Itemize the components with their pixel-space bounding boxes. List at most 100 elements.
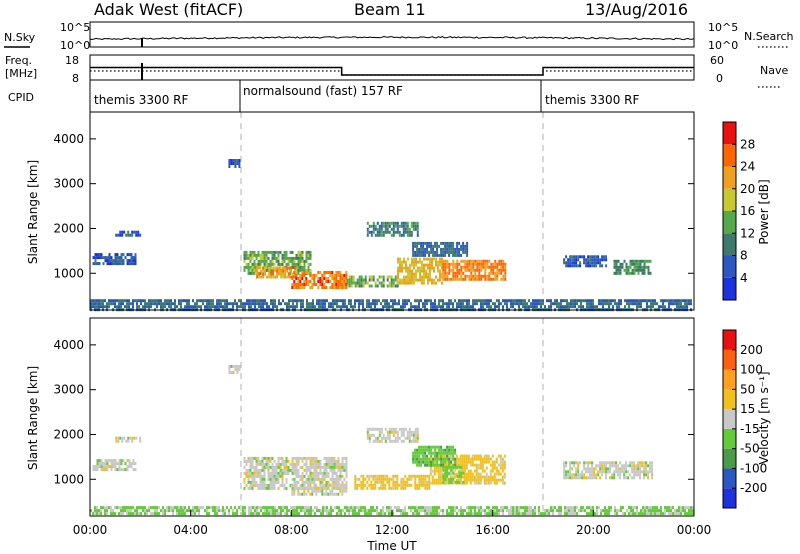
heatmap-cell [368,512,370,516]
heatmap-cell [301,253,304,257]
heatmap-cell [619,473,622,477]
heatmap-cell [254,506,256,510]
heatmap-cell [271,256,274,260]
heatmap-cell [386,430,389,434]
heatmap-cell [100,299,102,303]
heatmap-cell [108,465,111,469]
heatmap-cell [641,464,644,468]
heatmap-cell [620,302,622,306]
heatmap-cell [325,486,328,490]
heatmap-cell [290,506,292,510]
heatmap-cell [464,265,467,269]
heatmap-cell [591,264,594,268]
heatmap-cell [471,472,474,476]
heatmap-cell [451,475,454,479]
heatmap-cell [617,271,620,275]
heatmap-cell [132,462,135,466]
heatmap-cell [333,483,336,487]
heatmap-cell [464,250,467,254]
heatmap-cell [234,162,237,165]
heatmap-cell [512,299,514,303]
heatmap-cell [518,299,520,303]
heatmap-cell [386,299,388,303]
heatmap-cell [495,466,498,470]
heatmap-cell [468,506,470,510]
heatmap-cell [608,299,610,303]
heatmap-cell [198,512,200,516]
heatmap-cell [466,299,468,303]
heatmap-cell [228,159,231,162]
heatmap-cell [122,506,124,510]
heatmap-cell [284,275,287,279]
heatmap-cell [266,512,268,516]
heatmap-cell [650,305,652,309]
heatmap-cell [613,259,616,263]
heatmap-cell [366,233,369,237]
heatmap-cell [116,305,118,309]
heatmap-cell [366,430,369,434]
heatmap-cell [458,465,461,469]
heatmap-cell [473,478,476,482]
heatmap-cell [460,506,462,510]
heatmap-cell [380,302,382,306]
heatmap-cell [430,302,432,306]
heatmap-cell [317,280,320,283]
heatmap-cell [574,506,576,510]
heatmap-cell [503,466,506,470]
heatmap-cell [433,481,436,485]
heatmap-cell [289,462,292,466]
heatmap-cell [254,305,256,309]
heatmap-cell [440,509,442,513]
heatmap-cell [270,506,272,510]
heatmap-cell [427,281,429,285]
colorbar-swatch [723,330,736,350]
heatmap-cell [674,299,676,303]
heatmap-cell [418,451,421,455]
heatmap-cell [121,439,124,443]
heatmap-cell [418,250,421,254]
heatmap-cell [283,250,286,254]
heatmap-cell [571,258,574,262]
heatmap-cell [496,268,499,272]
heatmap-cell [615,470,618,474]
heatmap-cell [380,512,382,516]
heatmap-cell [301,459,304,463]
heatmap-cell [600,302,602,306]
heatmap-cell [388,275,391,279]
heatmap-cell [398,230,401,234]
heatmap-cell [413,263,415,267]
heatmap-cell [323,274,326,277]
heatmap-cell [454,468,457,472]
heatmap-cell [633,259,636,263]
heatmap-cell [352,278,355,282]
heatmap-cell [115,439,118,443]
heatmap-cell [386,302,388,306]
nsky-trace [89,35,695,41]
heatmap-cell [382,221,385,225]
heatmap-cell [386,284,389,288]
nsky-panel-frame [89,21,695,48]
heatmap-cell [448,471,451,475]
heatmap-cell [98,262,101,266]
heatmap-cell [583,464,586,468]
heatmap-cell [272,512,274,516]
heatmap-cell [400,480,403,484]
heatmap-cell [108,305,110,309]
heatmap-cell [276,512,278,516]
heatmap-cell [354,483,357,487]
heatmap-cell [587,258,590,262]
heatmap-cell [290,305,292,309]
heatmap-cell [500,268,503,272]
heatmap-cell [609,470,612,474]
heatmap-cell [419,260,421,264]
heatmap-cell [301,456,304,460]
heatmap-cell [248,509,250,513]
heatmap-cell [452,241,455,245]
heatmap-cell [348,275,351,279]
heatmap-cell [412,436,415,440]
heatmap-cell [345,483,348,487]
heatmap-cell [487,481,490,485]
heatmap-cell [569,470,572,474]
heatmap-cell [442,451,445,455]
heatmap-cell [328,512,330,516]
